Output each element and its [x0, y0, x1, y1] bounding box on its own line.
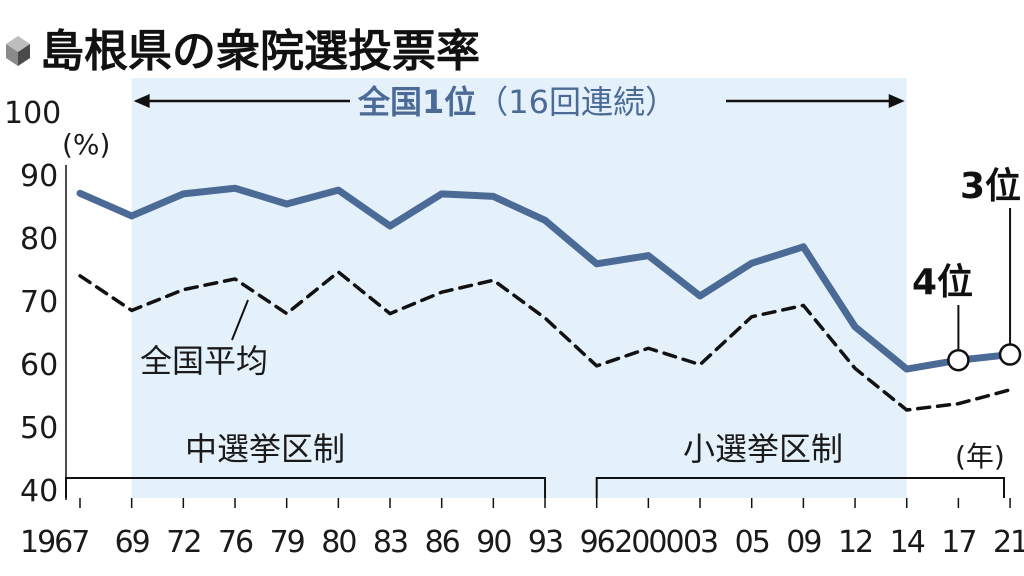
x-tick-label: 86 — [425, 525, 460, 560]
x-tick-label: 05 — [735, 525, 769, 560]
cube-icon — [6, 36, 30, 66]
y-tick-label: 100 — [4, 96, 61, 131]
y-axis: 40 50 60 70 80 90 100 — [4, 96, 67, 509]
rank-markers — [947, 208, 1022, 372]
rank-banner-sub: （16回連続） — [476, 83, 677, 121]
x-tick-label: 21 — [993, 525, 1024, 560]
rank-2017-label: 4位 — [912, 262, 973, 303]
x-tick-label: 72 — [166, 525, 200, 560]
x-tick-label: 17 — [941, 525, 975, 560]
y-tick-label: 40 — [20, 474, 58, 509]
system-old-label: 中選挙区制 — [185, 430, 345, 468]
x-tick-label: 69 — [115, 525, 149, 560]
x-tick-label: 76 — [218, 525, 253, 560]
y-tick-label: 80 — [20, 222, 58, 257]
x-tick-label: 09 — [786, 525, 820, 560]
chart-title: 島根県の衆院選投票率 — [40, 26, 480, 77]
x-tick-label: 1967 — [20, 525, 88, 560]
system-new-label: 小選挙区制 — [683, 430, 843, 468]
y-tick-label: 70 — [20, 285, 58, 320]
x-tick-label: 12 — [838, 525, 872, 560]
y-axis-unit: (%) — [62, 128, 110, 161]
national-average-line — [78, 270, 1012, 412]
y-tick-label: 90 — [20, 159, 58, 194]
x-tick-label: 83 — [373, 525, 407, 560]
rank-banner: 全国1位（16回連続） — [133, 83, 905, 121]
x-axis-unit: (年) — [955, 440, 1005, 473]
rank-2021-label: 3位 — [960, 166, 1021, 207]
national-average-leader — [231, 299, 249, 341]
x-tick-label: 03 — [683, 525, 717, 560]
system-bracket — [65, 477, 547, 498]
arrow-right-icon — [888, 94, 905, 108]
rank-marker — [947, 348, 970, 372]
system-bracket — [595, 477, 1005, 498]
rank-banner-label: 全国1位（16回連続） — [357, 83, 677, 121]
x-tick-label: 14 — [890, 525, 925, 560]
rank-banner-main: 全国1位 — [357, 83, 476, 121]
first-place-period-shade — [131, 78, 907, 498]
rank-marker — [998, 343, 1022, 366]
x-tick-label: 96 — [580, 525, 615, 560]
x-tick-label: 2000 — [614, 525, 683, 560]
x-tick-label: 90 — [476, 525, 511, 560]
series-group — [76, 184, 1014, 412]
y-tick-label: 60 — [20, 348, 58, 383]
y-tick-label: 50 — [20, 411, 58, 446]
x-tick-label: 93 — [528, 525, 562, 560]
arrow-left-icon — [133, 94, 150, 108]
x-tick-label: 80 — [321, 525, 356, 560]
electoral-system-brackets — [65, 477, 1005, 498]
shimane-turnout-line — [76, 184, 1014, 373]
x-axis: 1967 69 72 76 79 80 83 86 90 93 96 2000 03 05 09 12 14 17… — [20, 498, 1024, 560]
x-tick-label: 79 — [270, 525, 304, 560]
national-average-label: 全国平均 — [140, 342, 268, 380]
